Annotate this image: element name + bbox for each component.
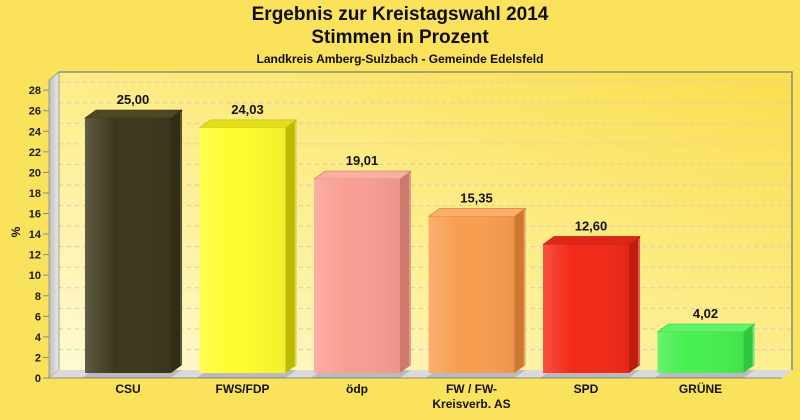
x-category-label: SPD	[574, 382, 599, 396]
y-tick-label: 18	[29, 188, 41, 200]
chart-title-line2: Stimmen in Prozent	[311, 27, 489, 48]
bar-front-sheen	[657, 331, 744, 373]
y-tick-label: 20	[29, 167, 41, 179]
bar-top-face	[198, 119, 298, 129]
bar-front-sheen	[543, 244, 629, 373]
y-tick-label: 10	[29, 270, 41, 282]
bar-value-label: 4,02	[693, 306, 718, 321]
bar-top-face	[427, 208, 527, 217]
plot-border	[59, 71, 793, 370]
y-tick-label: 28	[29, 85, 41, 97]
y-tick-label: 26	[29, 106, 41, 118]
y-tick-label: 22	[29, 147, 41, 159]
y-tick-label: 8	[35, 291, 41, 303]
x-category-label: CSU	[115, 382, 140, 396]
x-category-label: ödp	[346, 382, 368, 396]
bar-value-label: 12,60	[575, 218, 608, 233]
bar-side-face	[514, 208, 526, 373]
bar-top-face	[656, 323, 756, 333]
x-category-label: FW / FW-	[446, 382, 497, 396]
x-category-label: GRÜNE	[679, 381, 722, 396]
chart-title-line1: Ergebnis zur Kreistagswahl 2014	[251, 4, 549, 25]
bar-value-label: 25,00	[117, 92, 150, 107]
bar-value-label: 24,03	[231, 102, 264, 117]
bar-front-sheen	[85, 118, 171, 373]
y-axis-title: %	[9, 226, 23, 237]
bar-top-face	[542, 236, 641, 245]
y-tick-label: 14	[29, 229, 42, 241]
y-tick-label: 2	[35, 352, 41, 364]
bar-top-face	[313, 170, 412, 180]
bar-side-face	[285, 119, 297, 373]
bar-top-face	[84, 109, 183, 119]
bar-side-face	[171, 110, 182, 373]
y-tick-label: 16	[29, 209, 41, 221]
bar-value-label: 15,35	[460, 190, 493, 205]
bar-front-sheen	[428, 216, 515, 373]
bar-front-sheen	[314, 179, 400, 373]
bar-side-face	[743, 323, 755, 373]
y-tick-label: 12	[29, 250, 41, 262]
y-tick-label: 4	[35, 332, 42, 344]
y-tick-label: 0	[35, 373, 41, 385]
bar-front-sheen	[199, 127, 286, 373]
bar-side-face	[400, 171, 411, 373]
plot-side-wall	[48, 71, 60, 379]
chart-header: Ergebnis zur Kreistagswahl 2014 Stimmen …	[0, 0, 800, 66]
bar-side-face	[629, 236, 640, 373]
bar-value-label: 19,01	[346, 153, 379, 168]
y-tick-label: 24	[29, 126, 42, 138]
x-category-label: Kreisverb. AS	[432, 397, 510, 411]
chart-subtitle: Landkreis Amberg-Sulzbach - Gemeinde Ede…	[256, 52, 544, 66]
x-category-label: FWS/FDP	[216, 382, 270, 396]
y-tick-label: 6	[35, 311, 41, 323]
